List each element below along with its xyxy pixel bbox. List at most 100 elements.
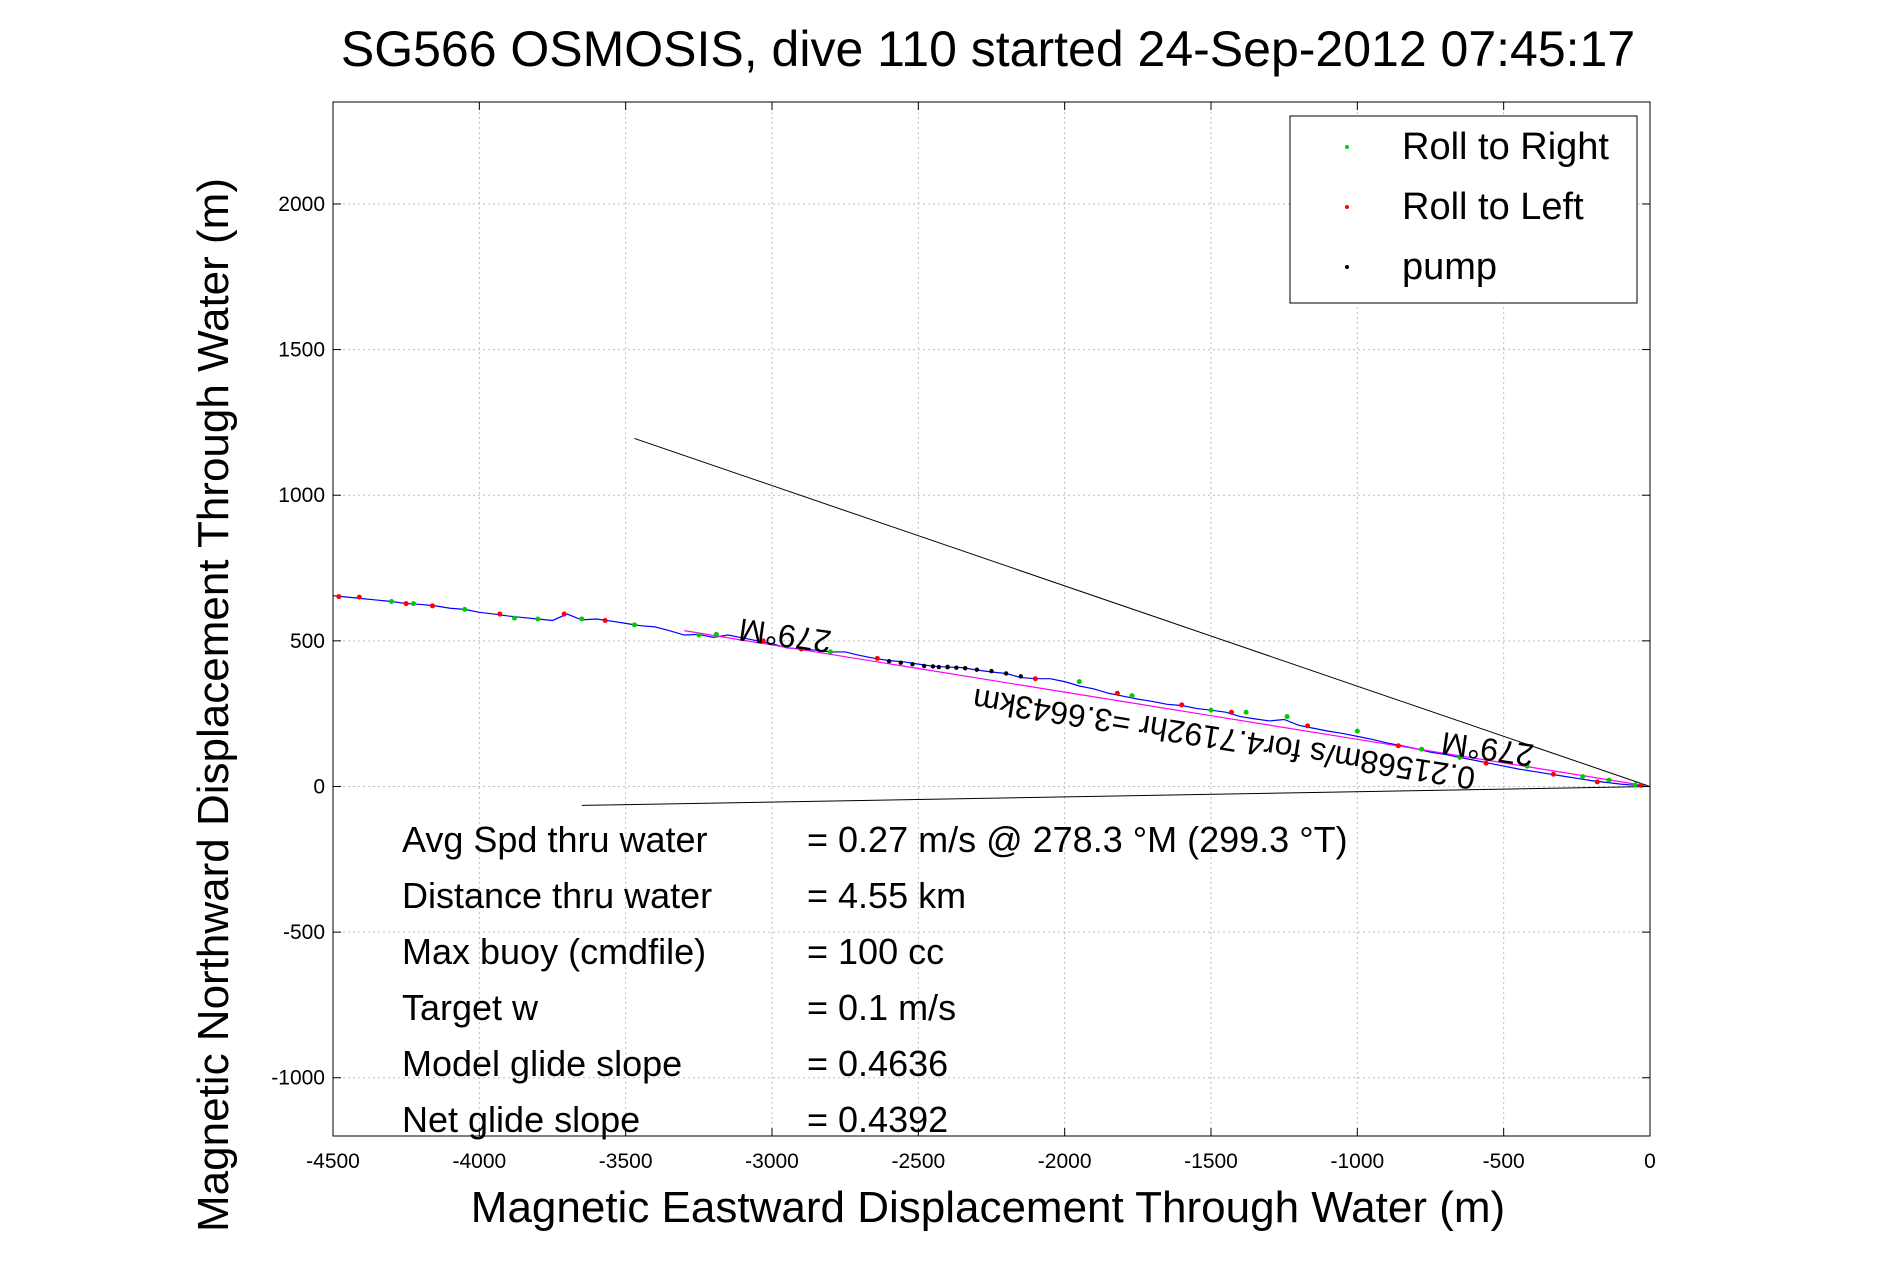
roll-right-point [631,622,637,628]
legend-marker [1345,265,1349,269]
y-tick-label: -1000 [271,1067,325,1090]
roll-left-point [1228,709,1234,715]
roll-right-point [579,616,585,622]
x-tick-label: 0 [1644,1150,1656,1173]
chart-title: SG566 OSMOSIS, dive 110 started 24-Sep-2… [341,21,1635,77]
roll-left-point [1305,723,1311,729]
info-value: = 100 cc [807,931,944,972]
y-tick-label: 1500 [278,339,325,362]
roll-left-point [1114,690,1120,696]
roll-left-point [1638,782,1644,788]
marker-layer [336,594,1644,788]
pump-point [921,663,927,669]
roll-right-point [696,632,702,638]
x-tick-label: -500 [1483,1150,1525,1173]
info-value: = 0.1 m/s [807,987,956,1028]
roll-right-point [1354,728,1360,734]
x-tick-label: -3500 [599,1150,653,1173]
info-value: = 0.4392 [807,1099,948,1140]
roll-right-point [1129,693,1135,699]
roll-right-point [1284,714,1290,720]
info-label: Target w [402,987,539,1028]
legend-label: pump [1402,246,1497,288]
roll-left-point [798,646,804,652]
plot-frame [332,101,1651,1137]
roll-left-point [1032,676,1038,682]
pump-point [974,667,980,672]
info-value: = 0.27 m/s @ 278.3 °M (299.3 °T) [807,819,1348,860]
roll-right-point [389,599,395,605]
y-tick-label: 500 [290,630,325,653]
x-tick-label: -2500 [891,1150,945,1173]
roll-right-point [1524,763,1530,769]
pump-point [898,660,903,665]
y-tick-label: 0 [313,775,325,798]
roll-left-point [403,601,409,607]
roll-left-point [760,638,766,644]
roll-left-point [497,611,503,617]
roll-right-point [1076,679,1082,685]
pump-point [1018,674,1023,679]
net-displacement-line [684,630,1651,788]
x-tick-label: -1500 [1184,1150,1238,1173]
x-tick-label: -1000 [1330,1150,1384,1173]
roll-left-point [1179,702,1185,708]
roll-right-point [713,631,719,637]
pump-point [962,666,968,671]
y-tick-label: 1000 [278,484,325,507]
roll-left-point [336,594,342,600]
roll-right-point [1580,774,1586,780]
roll-right-point [511,615,517,621]
legend-label: Roll to Right [1402,126,1609,168]
info-label: Model glide slope [402,1043,682,1084]
tick-layer: -4500 -4000 -3500 -3000 -2500 -2000 -1500 -1000… [271,102,1656,1173]
pump-point [1003,671,1009,676]
info-value: = 0.4636 [807,1043,948,1084]
roll-right-point [1419,746,1425,752]
pump-point [954,665,959,670]
roll-left-point [1483,760,1489,766]
legend: Roll to Right Roll to Left pump [1289,115,1638,304]
pump-point [886,659,892,664]
roll-right-point [1606,777,1612,783]
reference-line [634,437,1651,787]
info-label: Distance thru water [402,875,712,916]
legend-marker [1345,145,1349,149]
reference-lines [581,437,1651,806]
roll-left-point [602,617,608,623]
roll-right-point [535,616,541,622]
pump-point [989,668,994,674]
x-tick-label: -2000 [1038,1150,1092,1173]
info-label: Max buoy (cmdfile) [402,931,706,972]
roll-right-point [1243,709,1249,715]
pump-point [945,664,950,670]
roll-left-point [356,594,362,600]
roll-left-point [561,611,567,617]
y-axis-label: Magnetic Northward Displacement Through … [189,178,238,1232]
x-axis-label: Magnetic Eastward Displacement Through W… [471,1183,1505,1232]
roll-right-point [1457,754,1463,760]
roll-right-point [1632,782,1638,788]
x-tick-label: -4000 [452,1150,506,1173]
info-label: Avg Spd thru water [402,819,708,860]
pump-point [936,664,942,670]
x-tick-label: -4500 [306,1150,360,1173]
roll-left-point [874,655,880,661]
roll-right-point [828,649,834,655]
roll-right-point [1208,707,1214,713]
y-tick-label: -500 [283,921,325,944]
x-tick-label: -3000 [745,1150,799,1173]
legend-label: Roll to Left [1402,186,1584,228]
pump-point [930,664,936,669]
roll-right-point [410,601,416,607]
y-tick-label: 2000 [278,193,325,216]
roll-left-point [430,603,436,609]
roll-left-point [1550,771,1556,777]
roll-right-point [462,606,468,612]
info-box: Avg Spd thru water = 0.27 m/s @ 278.3 °M … [402,819,1348,1140]
legend-marker [1345,205,1349,209]
info-value: = 4.55 km [807,875,966,916]
pump-point [910,661,915,667]
reference-line [581,785,1651,806]
